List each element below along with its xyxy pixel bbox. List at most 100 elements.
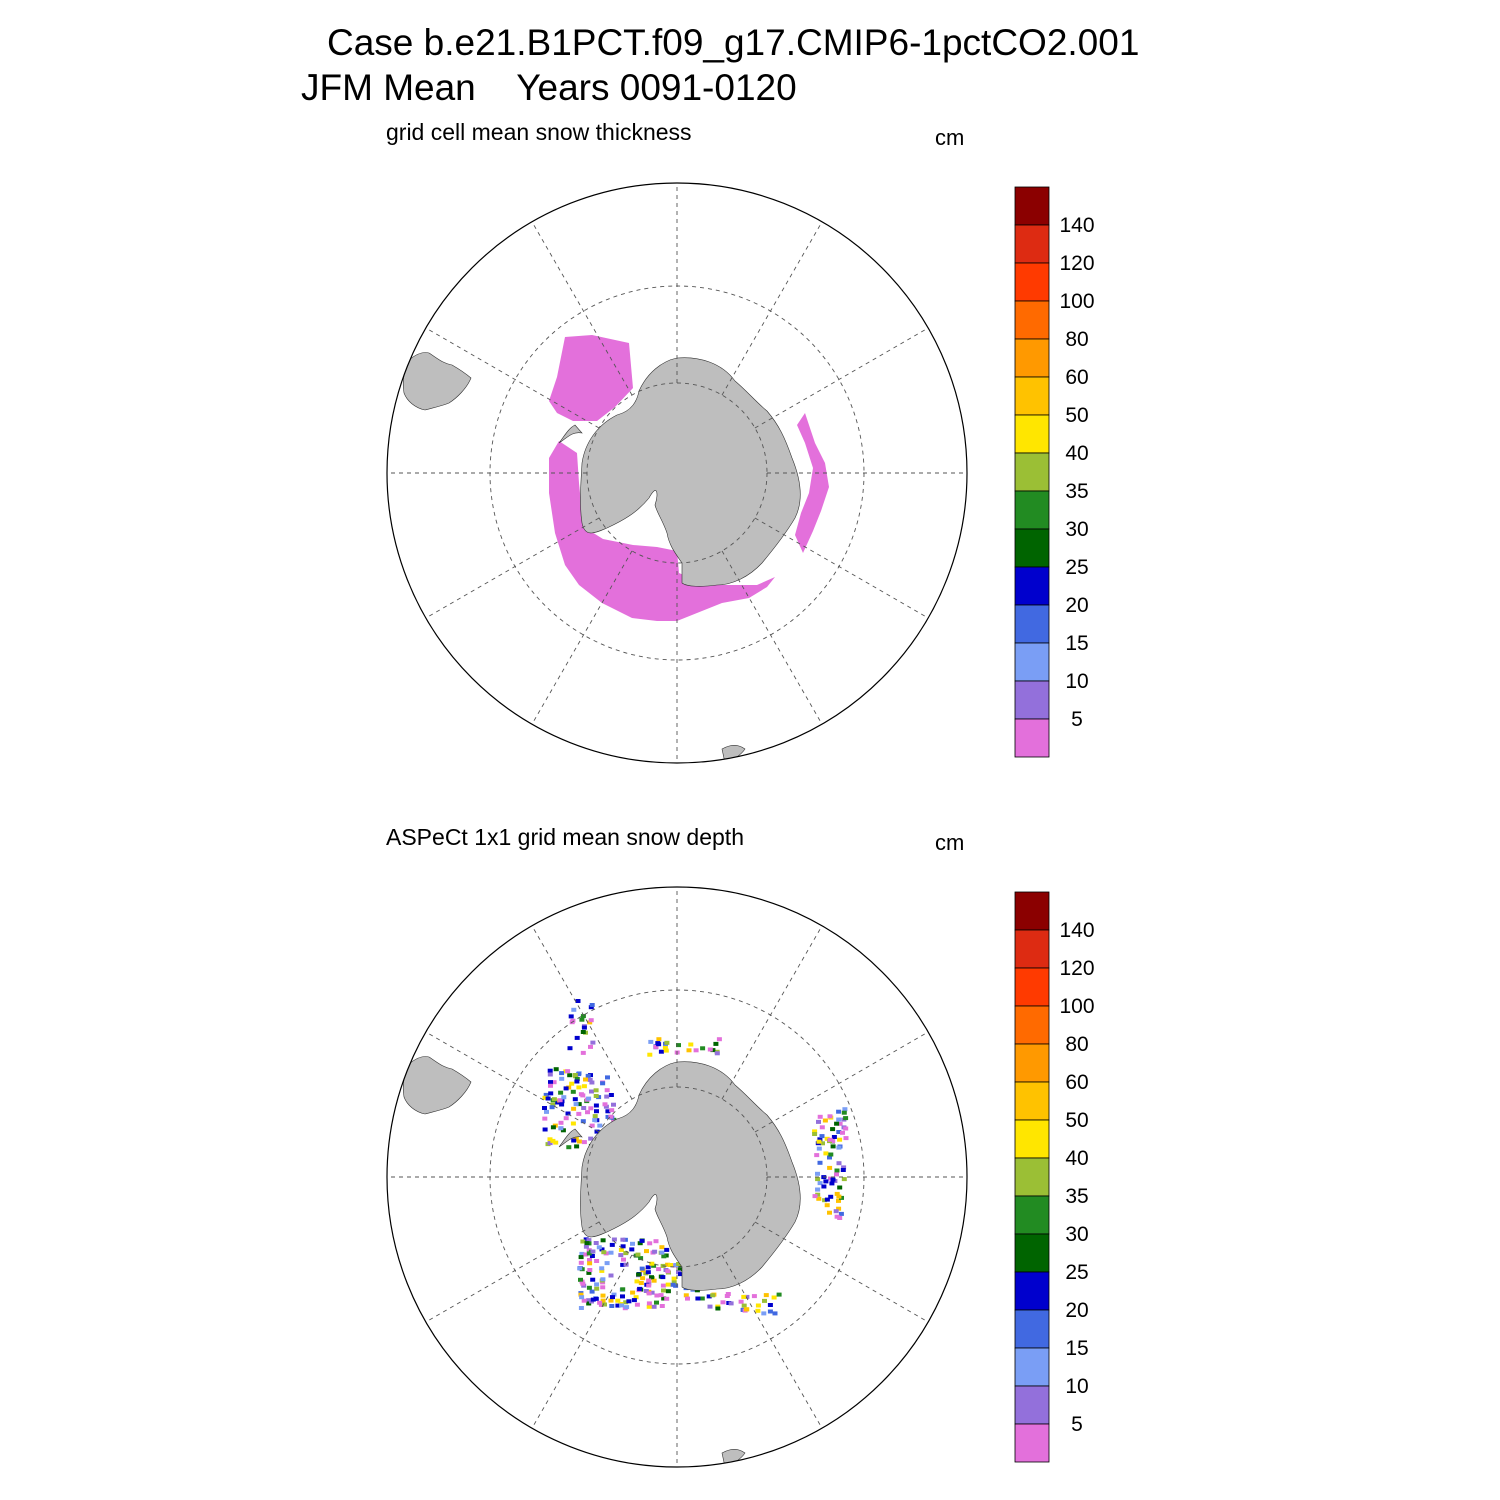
observation-cell: [578, 1255, 584, 1260]
observation-cell: [587, 1261, 593, 1266]
colorbar-tick-label: 35: [1065, 1185, 1088, 1208]
observation-cell: [585, 1110, 590, 1115]
colorbar-swatch: [1014, 528, 1050, 568]
observation-cell: [817, 1114, 823, 1119]
observation-cell: [618, 1253, 624, 1258]
observation-cell: [579, 1251, 585, 1256]
colorbar-tick-label: 15: [1065, 632, 1088, 655]
observation-cell: [588, 1136, 594, 1141]
observation-cell: [599, 1268, 605, 1273]
observation-cell: [615, 1303, 621, 1308]
observation-cell: [542, 1106, 547, 1110]
observation-cell: [834, 1121, 840, 1126]
observation-cell: [594, 1129, 600, 1134]
colorbar-swatch: [1014, 604, 1050, 644]
observation-cell: [597, 1123, 603, 1128]
observation-cell: [841, 1177, 847, 1182]
observation-cell: [553, 1140, 559, 1145]
observation-cell: [683, 1293, 689, 1298]
observation-cell: [594, 1282, 600, 1287]
observation-cell: [590, 1277, 596, 1282]
observation-cell: [605, 1114, 611, 1119]
observation-cell: [743, 1307, 749, 1312]
observation-cell: [643, 1289, 649, 1293]
observation-cell: [720, 1300, 726, 1305]
observation-cell: [685, 1296, 690, 1301]
observation-cell: [649, 1261, 655, 1266]
colorbar-tick-label: 25: [1065, 1261, 1088, 1284]
observation-cell: [593, 1088, 599, 1093]
observation-cell: [725, 1292, 731, 1296]
colorbar-tick-label: 20: [1065, 1299, 1088, 1322]
observation-cell: [560, 1128, 566, 1133]
colorbar-swatch: [1014, 186, 1050, 226]
observation-cell: [661, 1288, 666, 1293]
observation-cell: [589, 1254, 595, 1258]
observation-cell: [593, 1094, 599, 1098]
observation-cell: [812, 1132, 818, 1136]
observation-cell: [840, 1168, 846, 1172]
observation-cell: [542, 1095, 548, 1100]
observation-cell: [637, 1241, 643, 1246]
observation-cell: [644, 1249, 649, 1254]
observation-cell: [581, 1298, 587, 1303]
observation-cell: [624, 1305, 630, 1310]
observation-cell: [776, 1292, 782, 1297]
observation-cell: [600, 1277, 606, 1282]
observation-cell: [609, 1304, 615, 1308]
figure-title-case: Case b.e21.B1PCT.f09_g17.CMIP6-1pctCO2.0…: [327, 22, 1140, 63]
observation-cell: [812, 1194, 818, 1199]
observation-cell: [815, 1171, 820, 1176]
observation-cell: [843, 1136, 849, 1141]
observation-cell: [558, 1126, 564, 1131]
observation-cell: [615, 1298, 621, 1303]
observation-cell: [772, 1311, 778, 1316]
colorbar-tick-label: 15: [1065, 1337, 1088, 1360]
observation-cell: [654, 1300, 659, 1305]
observation-cell: [661, 1254, 667, 1259]
observation-cell: [578, 1260, 584, 1265]
observation-cell: [623, 1300, 629, 1305]
observation-cell: [589, 1089, 594, 1094]
observation-cell: [581, 1084, 587, 1089]
observation-cell: [622, 1237, 628, 1242]
observation-cell: [814, 1153, 820, 1158]
observation-cell: [619, 1303, 625, 1308]
observation-cell: [661, 1296, 667, 1301]
observation-cell: [822, 1118, 828, 1123]
observation-cell: [545, 1096, 551, 1101]
observation-cell: [620, 1287, 626, 1292]
observation-cell: [659, 1250, 665, 1255]
observation-cell: [815, 1192, 821, 1197]
observation-cell: [686, 1048, 692, 1053]
observation-cell: [836, 1194, 842, 1199]
observation-cell: [601, 1250, 607, 1255]
observation-cell: [600, 1285, 606, 1290]
observation-cell: [646, 1283, 652, 1288]
observation-cell: [550, 1125, 556, 1130]
observation-cell: [580, 1239, 586, 1244]
colorbar-tick-label: 30: [1065, 518, 1088, 541]
observation-cell: [678, 1272, 683, 1277]
observation-cell: [608, 1298, 614, 1303]
observation-cell: [824, 1203, 830, 1208]
observation-cell: [548, 1083, 553, 1088]
observation-cell: [649, 1290, 655, 1295]
observation-cell: [579, 1295, 585, 1300]
observation-cell: [559, 1071, 565, 1076]
observation-cell: [751, 1294, 757, 1299]
observation-cell: [653, 1044, 659, 1049]
observation-cell: [620, 1244, 626, 1249]
observation-cell: [543, 1092, 549, 1097]
observation-cell: [608, 1250, 614, 1255]
observation-cell: [586, 1298, 592, 1303]
observation-cell: [836, 1206, 842, 1211]
observation-cell: [755, 1303, 761, 1308]
observation-cell: [706, 1294, 712, 1299]
observation-cell: [815, 1177, 821, 1182]
colorbar-swatch: [1014, 1081, 1050, 1121]
observation-cell: [563, 1116, 569, 1121]
colorbar-swatch: [1014, 929, 1050, 969]
observation-cell: [571, 1138, 577, 1143]
